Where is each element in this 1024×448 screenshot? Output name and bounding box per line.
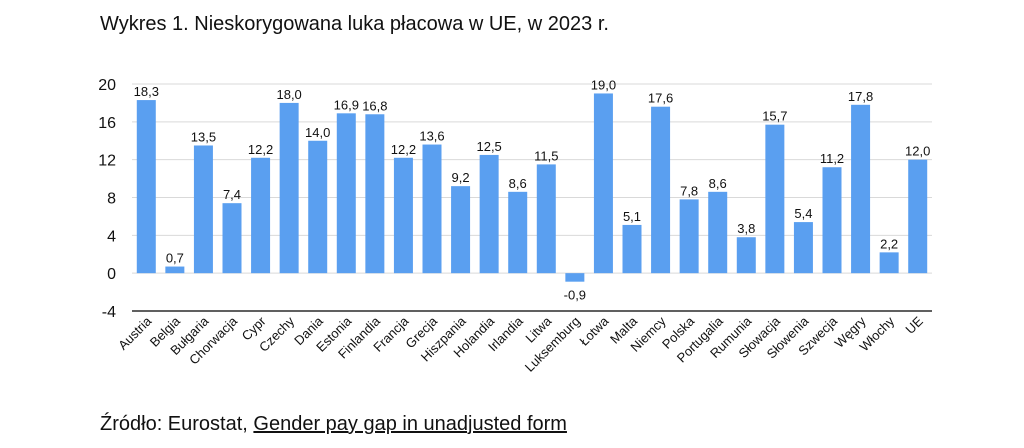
y-tick-label: 16 — [98, 115, 116, 132]
bar — [651, 106, 671, 274]
data-label: 16,8 — [362, 98, 387, 113]
y-tick-label: 12 — [98, 153, 116, 170]
bar — [308, 140, 328, 274]
bar — [536, 164, 556, 274]
y-tick-label: 4 — [107, 228, 116, 245]
bar — [422, 144, 442, 274]
data-label: 7,4 — [223, 187, 241, 202]
data-label: 14,0 — [305, 125, 330, 140]
data-label: 9,2 — [452, 170, 470, 185]
bar — [736, 237, 756, 274]
gridlines — [132, 83, 932, 312]
x-tick-label: UE — [902, 313, 926, 337]
data-label: 7,8 — [680, 183, 698, 198]
bar — [393, 157, 413, 274]
data-label: 8,6 — [709, 176, 727, 191]
value-labels: 18,30,713,57,412,218,014,016,9 16,812,213… — [134, 77, 931, 302]
bar — [765, 124, 785, 274]
bar — [336, 113, 356, 274]
bar — [508, 191, 528, 274]
bar — [622, 224, 642, 274]
bar — [879, 252, 899, 274]
data-label: 11,2 — [820, 151, 844, 166]
data-label: 13,6 — [419, 129, 444, 144]
x-axis-ticks: AustriaBelgiaBułgariaChorwacjaCyprCzechy… — [115, 313, 926, 375]
data-label: 12,2 — [248, 142, 273, 157]
bar — [136, 100, 156, 274]
y-tick-label: 20 — [98, 77, 116, 94]
data-label: 17,8 — [848, 89, 873, 104]
bar — [251, 157, 271, 274]
bar — [908, 159, 928, 274]
bar — [708, 191, 728, 274]
y-tick-label: 8 — [107, 191, 116, 208]
data-label: 18,0 — [276, 87, 301, 102]
y-tick-label: 0 — [107, 266, 116, 283]
bar — [165, 266, 185, 274]
bar — [451, 186, 471, 274]
data-label: 8,6 — [509, 176, 527, 191]
source-note: Źródło: Eurostat, Gender pay gap in unad… — [100, 413, 567, 436]
bar — [679, 199, 699, 274]
data-label: 13,5 — [191, 129, 216, 144]
bar-chart: 20 16 12 8 4 0 -4 18,3 0,7 13,5 7,4 12,2 18,0 14,0 16… — [98, 77, 932, 375]
data-label: 15,7 — [762, 109, 787, 124]
data-label: 5,1 — [623, 209, 641, 224]
data-label: 19,0 — [591, 77, 616, 92]
data-label: 16,9 — [334, 97, 359, 112]
data-label: 18,3 — [134, 84, 159, 99]
data-label: 0,7 — [166, 251, 184, 266]
chart-title: Wykres 1. Nieskorygowana luka płacowa w … — [100, 13, 609, 35]
bar — [851, 104, 871, 274]
bar — [822, 167, 842, 274]
data-label: 17,6 — [648, 91, 673, 106]
bar — [793, 222, 813, 274]
source-prefix: Źródło: Eurostat, — [100, 413, 254, 435]
x-tick-label: Łotwa — [576, 313, 612, 349]
bar — [193, 145, 213, 274]
y-tick-label: -4 — [102, 304, 116, 321]
data-label: 12,2 — [391, 142, 416, 157]
bar — [479, 154, 499, 274]
bar — [365, 114, 385, 274]
source-link[interactable]: Gender pay gap in unadjusted form — [253, 413, 567, 435]
data-label: 5,4 — [794, 206, 812, 221]
data-label: 3,8 — [737, 221, 755, 236]
data-label: 12,0 — [905, 144, 930, 159]
bar — [222, 203, 242, 274]
data-label: 12,5 — [476, 139, 501, 154]
data-label: 11,5 — [534, 148, 558, 163]
y-axis-ticks: 20 16 12 8 4 0 -4 — [98, 77, 116, 321]
bar — [279, 102, 299, 274]
data-label: 2,2 — [880, 236, 898, 251]
bars — [136, 93, 928, 282]
bar — [565, 273, 585, 282]
data-label: -0,9 — [564, 288, 586, 303]
x-tick-label: Austria — [115, 313, 155, 353]
bar — [593, 93, 613, 274]
